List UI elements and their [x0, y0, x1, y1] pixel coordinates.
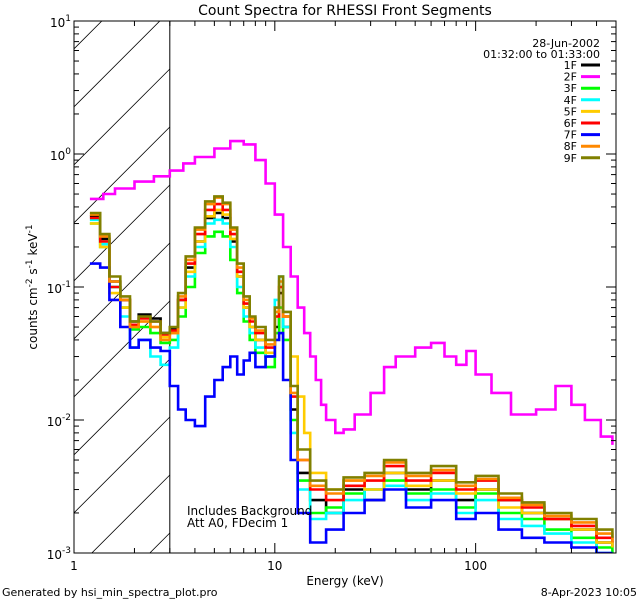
series-1F [89, 211, 614, 548]
note-background: Includes Background [187, 504, 312, 518]
footer-timestamp: 8-Apr-2023 10:05 [541, 586, 637, 599]
series-layer [89, 139, 614, 553]
hatch-line [74, 21, 103, 50]
legend-label: 8F [564, 140, 577, 153]
x-axis-label: Energy (keV) [306, 574, 383, 588]
legend-label: 3F [564, 82, 577, 95]
x-tick-label: 100 [464, 559, 487, 573]
series-7F [89, 262, 613, 553]
x-tick-label: 10 [267, 559, 282, 573]
note-attenuator: Att A0, FDecim 1 [187, 516, 288, 530]
legend-label: 4F [564, 94, 577, 107]
y-tick-label: 10-2 [47, 413, 71, 429]
legend-label: 9F [564, 152, 577, 165]
x-tick-label: 1 [70, 559, 78, 573]
legend-item-3F: 3F [564, 82, 600, 95]
chart-title: Count Spectra for RHESSI Front Segments [198, 3, 492, 19]
legend-label: 2F [564, 71, 577, 84]
y-tick-label: 101 [50, 14, 71, 30]
legend-item-9F: 9F [564, 152, 600, 165]
legend-label: 6F [564, 117, 577, 130]
y-tick-label: 100 [50, 147, 71, 163]
hatch-line [74, 21, 161, 108]
series-9F [89, 195, 614, 538]
hatch-line [74, 68, 171, 166]
legend-label: 1F [564, 59, 577, 72]
hatch-line [74, 300, 171, 398]
series-2F [89, 139, 614, 445]
legend-item-2F: 2F [564, 71, 600, 84]
date-label: 28-Jun-2002 [532, 37, 600, 50]
axis-ticks [73, 20, 617, 554]
legend-label: 5F [564, 105, 577, 118]
legend-item-7F: 7F [564, 129, 600, 142]
y-tick-label: 10-1 [47, 280, 71, 296]
series-6F [89, 202, 614, 543]
footer-generated-by: Generated by hsi_min_spectra_plot.pro [2, 586, 218, 599]
legend-item-5F: 5F [564, 105, 600, 118]
hatch-line [74, 416, 171, 514]
hatch-line [91, 474, 171, 553]
legend-item-1F: 1F [564, 59, 600, 72]
legend-item-4F: 4F [564, 94, 600, 107]
legend-item-8F: 8F [564, 140, 600, 153]
y-tick-label: 10-3 [47, 546, 71, 562]
legend-label: 7F [564, 129, 577, 142]
series-5F [89, 208, 614, 548]
hatch-line [149, 532, 171, 553]
time-range-label: 01:32:00 to 01:33:00 [483, 48, 600, 61]
hatch-line [74, 126, 171, 224]
hatch-line [74, 358, 171, 456]
hatch-line [74, 184, 171, 282]
hatch-line [74, 242, 171, 340]
legend-item-6F: 6F [564, 117, 600, 130]
plot-frame [73, 20, 617, 554]
y-axis-label: counts cm-2 s-1 keV-1 [25, 224, 40, 349]
